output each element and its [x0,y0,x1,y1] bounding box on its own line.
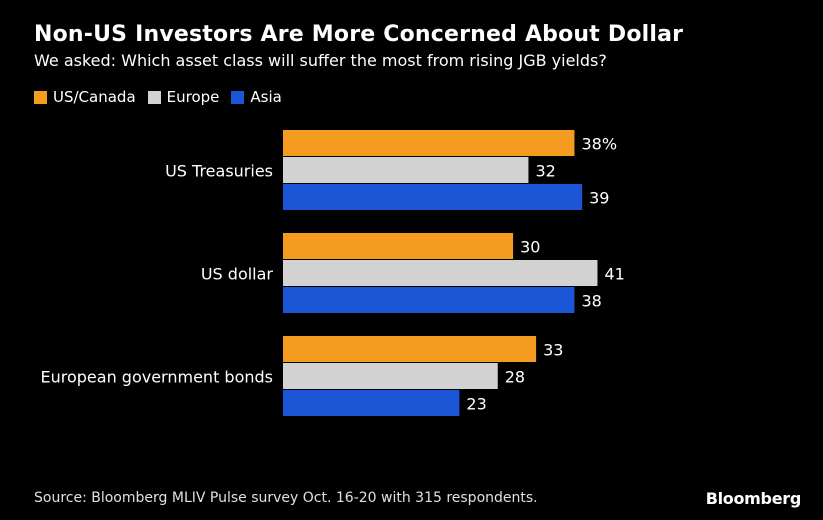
bar-us-dollar-asia [283,287,575,313]
legend-item-europe: Europe [147,88,220,106]
data-label-us-treasuries-us-canada: 38% [581,135,617,154]
chart-subtitle: We asked: Which asset class will suffer … [34,51,607,70]
data-label-us-dollar-europe: 41 [604,265,624,284]
data-label-us-dollar-us-canada: 30 [520,238,540,257]
category-label-european-government-bonds: European government bonds [41,368,274,387]
data-label-european-government-bonds-europe: 28 [505,368,525,387]
legend-swatch-europe [147,90,161,104]
legend: US/Canada Europe Asia [34,88,282,106]
category-label-us-dollar: US dollar [201,265,274,284]
chart-title: Non-US Investors Are More Concerned Abou… [34,22,684,47]
data-label-us-dollar-asia: 38 [581,292,601,311]
category-label-us-treasuries: US Treasuries [165,162,273,181]
legend-swatch-us-canada [34,90,47,104]
bar-european-government-bonds-us-canada [283,336,537,362]
legend-label-us-canada: US/Canada [53,88,136,106]
bar-us-treasuries-europe [283,157,529,183]
legend-item-us-canada: US/Canada [34,88,136,106]
legend-label-europe: Europe [166,88,220,106]
data-label-european-government-bonds-asia: 23 [466,395,486,414]
data-label-us-treasuries-asia: 39 [589,189,609,208]
legend-swatch-asia [231,90,245,104]
bar-us-treasuries-asia [283,184,583,210]
bar-us-treasuries-us-canada [283,130,575,156]
data-label-us-treasuries-europe: 32 [535,162,555,181]
data-label-european-government-bonds-us-canada: 33 [543,341,563,360]
legend-item-asia: Asia [231,88,282,106]
bar-us-dollar-europe [283,260,598,286]
bloomberg-logo: Bloomberg [705,489,802,508]
legend-label-asia: Asia [250,88,282,106]
bar-european-government-bonds-asia [283,390,460,416]
bar-european-government-bonds-europe [283,363,498,389]
source-note: Source: Bloomberg MLIV Pulse survey Oct.… [34,490,538,506]
bar-us-dollar-us-canada [283,233,514,259]
